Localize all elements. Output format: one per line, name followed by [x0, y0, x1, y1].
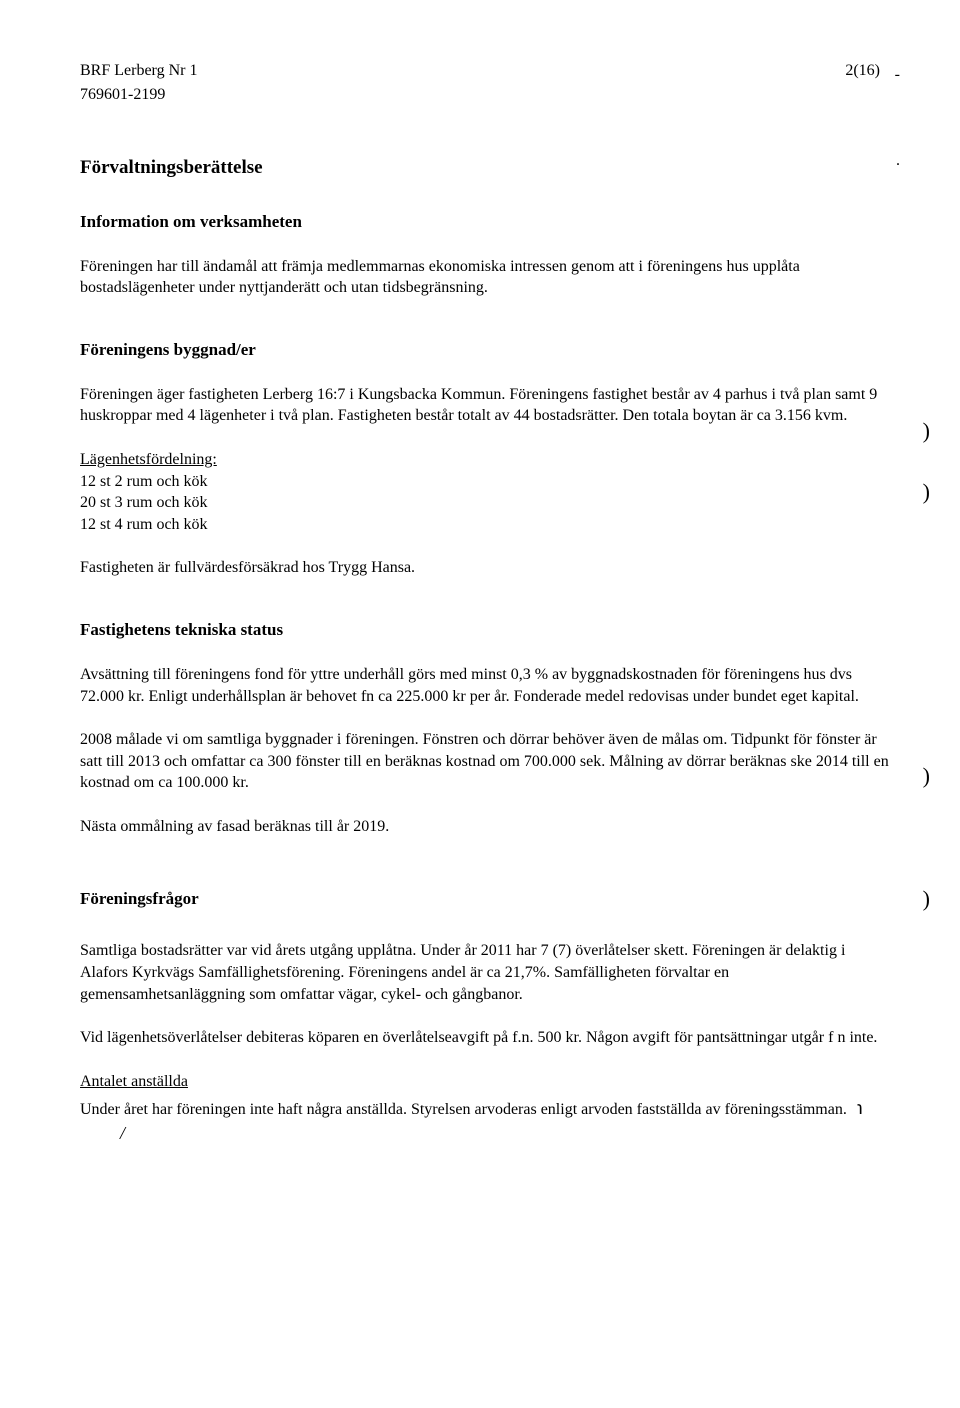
paragraph: Under året har föreningen inte haft någr… — [80, 1101, 847, 1118]
section-heading-3: Fastighetens tekniska status — [80, 619, 890, 642]
paragraph: Vid lägenhetsöverlåtelser debiteras köpa… — [80, 1027, 890, 1049]
margin-dash: - — [895, 64, 900, 86]
section-heading-2: Föreningens byggnad/er — [80, 339, 890, 362]
org-name: BRF Lerberg Nr 1 — [80, 60, 197, 82]
section-heading-1: Information om verksamheten — [80, 211, 890, 234]
list-title: Lägenhetsfördelning: — [80, 449, 890, 471]
sub-title: Antalet anställda — [80, 1071, 890, 1093]
margin-paren-icon: ) — [923, 761, 930, 791]
paragraph: Föreningen äger fastigheten Lerberg 16:7… — [80, 384, 890, 427]
signature-mark: ℩ — [857, 1098, 863, 1118]
org-id: 769601-2199 — [80, 84, 890, 106]
page-number: 2(16) — [845, 60, 890, 82]
list-item: 20 st 3 rum och kök — [80, 492, 890, 514]
subsection: Antalet anställda Under året har förenin… — [80, 1071, 890, 1146]
apartment-list: Lägenhetsfördelning: 12 st 2 rum och kök… — [80, 449, 890, 535]
signature-slash: / — [120, 1123, 125, 1143]
paragraph: Fastigheten är fullvärdesförsäkrad hos T… — [80, 557, 890, 579]
list-item: 12 st 2 rum och kök — [80, 471, 890, 493]
paragraph: Samtliga bostadsrätter var vid årets utg… — [80, 940, 890, 1005]
main-title: Förvaltningsberättelse — [80, 155, 890, 181]
margin-dot: . — [896, 150, 900, 172]
paragraph: Föreningen har till ändamål att främja m… — [80, 256, 890, 299]
paragraph: Avsättning till föreningens fond för ytt… — [80, 664, 890, 707]
margin-paren-icon: ) — [923, 477, 930, 507]
paragraph: Nästa ommålning av fasad beräknas till å… — [80, 816, 890, 838]
margin-paren-icon: ) — [923, 884, 930, 914]
header-row: BRF Lerberg Nr 1 2(16) — [80, 60, 890, 82]
list-item: 12 st 4 rum och kök — [80, 514, 890, 536]
page: - . BRF Lerberg Nr 1 2(16) 769601-2199 F… — [80, 60, 890, 1146]
section-heading-4: Föreningsfrågor — [80, 888, 890, 911]
paragraph: 2008 målade vi om samtliga byggnader i f… — [80, 729, 890, 794]
margin-paren-icon: ) — [923, 416, 930, 446]
